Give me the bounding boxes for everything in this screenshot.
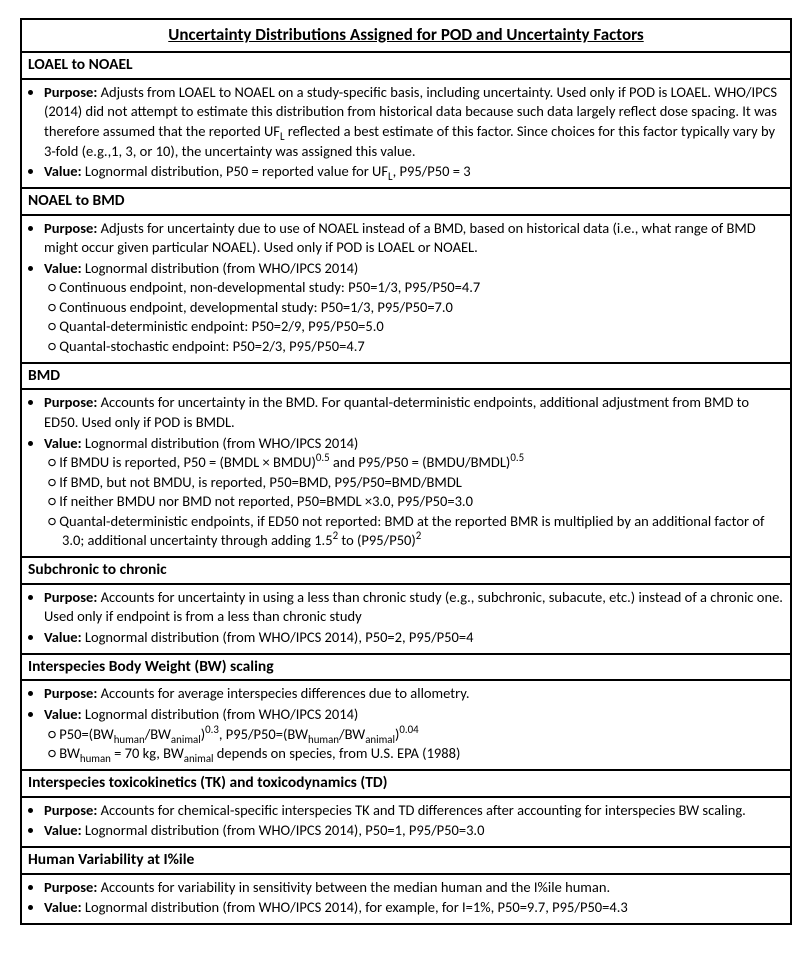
purpose-text: Accounts for uncertainty in using a less… [44,588,783,626]
value-item: Value: Lognormal distribution (from WHO/… [44,434,784,551]
value-item: Value: Lognormal distribution (from WHO/… [44,898,784,918]
purpose-label: Purpose: [44,393,97,411]
section-header: Interspecies Body Weight (BW) scaling [22,655,790,682]
purpose-item: Purpose: Accounts for uncertainty in the… [44,393,784,432]
sub-item: If neither BMDU nor BMD not reported, P5… [62,492,784,512]
purpose-item: Purpose: Adjusts from LOAEL to NOAEL on … [44,83,784,161]
section-body: Purpose: Accounts for average interspeci… [22,681,790,770]
section-body: Purpose: Adjusts for uncertainty due to … [22,216,790,364]
sub-item: If BMD, but not BMDU, is reported, P50=B… [62,473,784,493]
value-label: Value: [44,705,82,723]
value-label: Value: [44,898,82,916]
sub-item: Quantal-deterministic endpoints, if ED50… [62,512,784,551]
purpose-text: Accounts for average interspecies differ… [101,684,470,702]
purpose-text: Accounts for chemical-specific interspec… [101,801,746,819]
sub-item: Continuous endpoint, non-developmental s… [62,278,784,298]
section-body: Purpose: Accounts for uncertainty in usi… [22,585,790,655]
section-body: Purpose: Accounts for uncertainty in the… [22,390,790,558]
value-text: Lognormal distribution (from WHO/IPCS 20… [85,898,628,916]
value-text: Lognormal distribution, P50 = reported v… [85,162,471,180]
value-text: Lognormal distribution (from WHO/IPCS 20… [85,821,485,839]
bullet-list: Purpose: Accounts for uncertainty in usi… [28,588,784,648]
sub-item: BWhuman = 70 kg, BWanimal depends on spe… [62,744,784,764]
section-header: Human Variability at I%ile [22,848,790,875]
bullet-list: Purpose: Accounts for variability in sen… [28,878,784,918]
purpose-text: Adjusts for uncertainty due to use of NO… [44,219,756,257]
sub-list: If BMDU is reported, P50 = (BMDL × BMDU)… [44,453,784,551]
sub-item: If BMDU is reported, P50 = (BMDL × BMDU)… [62,453,784,473]
purpose-label: Purpose: [44,83,97,101]
purpose-label: Purpose: [44,219,97,237]
purpose-item: Purpose: Accounts for uncertainty in usi… [44,588,784,627]
section-header: LOAEL to NOAEL [22,53,790,80]
section-header: Interspecies toxicokinetics (TK) and tox… [22,771,790,798]
section-header: NOAEL to BMD [22,189,790,216]
purpose-label: Purpose: [44,684,97,702]
value-label: Value: [44,259,82,277]
value-item: Value: Lognormal distribution (from WHO/… [44,821,784,841]
value-item: Value: Lognormal distribution (from WHO/… [44,628,784,648]
section-header: Subchronic to chronic [22,558,790,585]
bullet-list: Purpose: Accounts for uncertainty in the… [28,393,784,551]
page-title: Uncertainty Distributions Assigned for P… [22,20,790,53]
value-item: Value: Lognormal distribution (from WHO/… [44,705,784,764]
value-item: Value: Lognormal distribution (from WHO/… [44,259,784,357]
purpose-item: Purpose: Accounts for variability in sen… [44,878,784,898]
purpose-label: Purpose: [44,588,97,606]
sub-item: P50=(BWhuman/BWanimal)0.3, P95/P50=(BWhu… [62,725,784,745]
section-header: BMD [22,364,790,391]
sub-item: Quantal-deterministic endpoint: P50=2/9,… [62,317,784,337]
bullet-list: Purpose: Accounts for average interspeci… [28,684,784,763]
purpose-item: Purpose: Adjusts for uncertainty due to … [44,219,784,258]
purpose-text: Accounts for uncertainty in the BMD. For… [44,393,749,431]
value-label: Value: [44,434,82,452]
value-text: Lognormal distribution (from WHO/IPCS 20… [85,628,474,646]
sub-item: Continuous endpoint, developmental study… [62,298,784,318]
section-body: Purpose: Accounts for chemical-specific … [22,798,790,848]
purpose-label: Purpose: [44,801,97,819]
value-item: Value: Lognormal distribution, P50 = rep… [44,162,784,182]
value-text: Lognormal distribution (from WHO/IPCS 20… [85,434,358,452]
value-label: Value: [44,821,82,839]
value-text: Lognormal distribution (from WHO/IPCS 20… [85,705,358,723]
sub-item: Quantal-stochastic endpoint: P50=2/3, P9… [62,337,784,357]
purpose-text: Adjusts from LOAEL to NOAEL on a study-s… [44,83,777,160]
sub-list: Continuous endpoint, non-developmental s… [44,278,784,356]
bullet-list: Purpose: Accounts for chemical-specific … [28,801,784,841]
bullet-list: Purpose: Adjusts for uncertainty due to … [28,219,784,357]
purpose-label: Purpose: [44,878,97,896]
purpose-text: Accounts for variability in sensitivity … [101,878,611,896]
value-text: Lognormal distribution (from WHO/IPCS 20… [85,259,358,277]
value-label: Value: [44,162,82,180]
purpose-item: Purpose: Accounts for average interspeci… [44,684,784,704]
section-body: Purpose: Adjusts from LOAEL to NOAEL on … [22,80,790,189]
value-label: Value: [44,628,82,646]
sub-list: P50=(BWhuman/BWanimal)0.3, P95/P50=(BWhu… [44,725,784,764]
document-container: Uncertainty Distributions Assigned for P… [20,18,792,925]
purpose-item: Purpose: Accounts for chemical-specific … [44,801,784,821]
section-body: Purpose: Accounts for variability in sen… [22,875,790,923]
bullet-list: Purpose: Adjusts from LOAEL to NOAEL on … [28,83,784,182]
